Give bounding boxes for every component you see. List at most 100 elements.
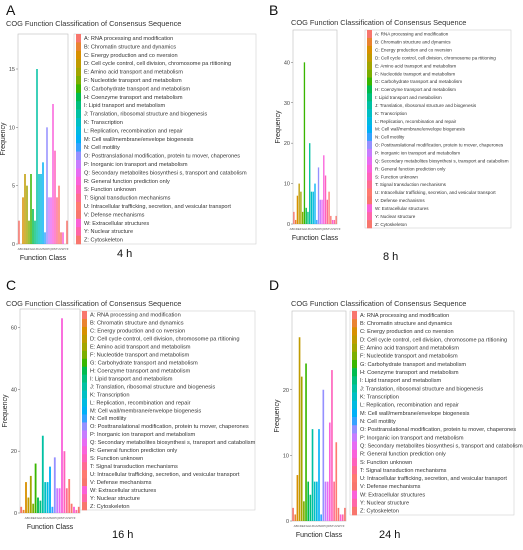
chart-svg-c: 0 20 40 60 ABCDEFGHIJKLMNOPQRSTUVWYZ Function… [2,308,256,531]
bar-e [26,185,28,244]
legend-swatch [352,384,357,393]
bar-p [48,197,50,244]
legend-label: S: Function unknown [90,456,143,462]
legend-swatch [367,132,372,142]
chart-svg-b: 0 10 20 30 40 ABCDEFGHIJKLMNOPQRSTUVWYZ Functi… [275,29,512,242]
chart-title: COG Function Classification of Consensus… [291,18,467,27]
legend-swatch [82,438,87,447]
bar-s [54,150,56,244]
bar-g [305,363,307,521]
legend-swatch [367,164,372,173]
legend-swatch [367,93,372,102]
bar-p [324,481,327,521]
legend-swatch [82,350,87,360]
bar-a [292,507,294,521]
bar-a [20,506,23,513]
legend-label: Z: Cytoskeleton [375,222,407,227]
legend-swatch [82,374,87,383]
legend-label: D: Cell cycle control, cell division, ch… [90,337,240,343]
time-caption: 16 h [112,529,134,541]
bar-l [312,191,314,224]
legend-swatch [352,376,357,385]
y-axis-title: Frequency [275,110,282,144]
bar-r [61,318,63,513]
legend-label: U: Intracellular trafficking, secretion,… [360,476,507,482]
legend-swatch [352,351,357,361]
legend-swatch [82,342,87,352]
legend-swatch [76,92,81,102]
bar-o [53,457,56,513]
legend-label: E: Amino acid transport and metabolism [360,346,459,352]
bar-b [22,509,25,513]
legend-swatch [82,334,87,344]
legend-label: J: Translation, ribosomal structure and … [360,386,483,392]
bar-j [36,69,38,244]
y-tick-label: 40 [11,387,17,393]
legend-swatch [82,398,87,407]
legend-label: L: Replication, recombination and repair [84,128,183,134]
legend-label: Y: Nuclear structure [375,214,416,219]
legend-label: B: Chromatin structure and dynamics [84,44,176,50]
legend-label: K: Transcription [360,394,399,400]
bar-k [310,191,313,224]
legend-label: P: Inorganic ion transport and metabolis… [375,151,460,156]
legend-label: M: Cell wall/membrane/envelope biogenesi… [375,127,466,132]
legend-label: I: Lipid transport and metabolism [360,378,441,384]
bar-i [39,500,42,513]
bar-u [58,185,60,244]
legend-box [79,310,256,511]
legend-label: N: Cell motility [84,145,120,151]
legend-swatch [352,311,357,320]
legend-swatch [367,156,372,165]
legend-label: P: Inorganic ion transport and metabolis… [84,162,188,168]
legend-swatch [82,366,87,375]
bar-s [331,370,333,521]
bar-v [60,232,62,244]
panel-a: A COG Function Classification of Consens… [0,0,261,275]
legend-swatch [367,212,372,221]
legend-label: K: Transcription [90,392,130,398]
y-tick-label: 20 [11,449,17,455]
bar-o [46,127,48,244]
legend-swatch [352,335,357,344]
bar-o [322,389,325,521]
bar-s [324,175,327,224]
time-caption: 4 h [117,248,133,260]
bar-q [326,481,329,521]
legend-label: D: Cell cycle control, cell division, ch… [375,55,496,60]
y-tick-label: 10 [284,182,290,188]
legend-swatch [352,400,357,410]
bar-y [333,219,336,224]
legend-swatch [352,327,357,336]
bar-b [294,219,297,224]
legend-box [349,310,515,516]
bar-c [296,475,299,521]
legend-label: I: Lipid transport and metabolism [84,103,165,109]
legend-swatch [76,235,81,245]
y-axis-title: Frequency [274,399,281,433]
legend-swatch [352,319,357,328]
bar-h [32,209,34,244]
bar-f [32,503,35,513]
legend-swatch [82,486,87,495]
legend-swatch [352,417,357,426]
legend-label: T: Signal transduction mechanisms [375,182,447,187]
legend-label: Q: Secondary metabolites biosynthesi s, … [375,158,509,163]
legend-label: W: Extracellular structures [84,221,149,227]
bar-c [296,195,299,224]
y-tick-label: 40 [284,60,290,66]
bar-c [22,197,24,244]
y-tick-label: 20 [283,388,289,394]
y-axis-title: Frequency [2,394,9,428]
legend-swatch [82,462,87,471]
legend-label: M: Cell wall/membrane/envelope biogenesi… [84,137,194,143]
legend-swatch [76,185,81,194]
bar-d [298,337,301,521]
legend-label: S: Function unknown [375,174,418,179]
chart-svg-d: 0 10 20 ABCDEFGHIJKLMNOPQRSTUVWYZ Function C… [274,310,523,539]
legend-swatch [82,318,87,328]
legend-label: E: Amino acid transport and metabolism [375,63,456,68]
panel-c: C COG Function Classification of Consens… [0,275,261,550]
y-tick-label: 0 [14,511,17,517]
bar-u [328,191,330,224]
